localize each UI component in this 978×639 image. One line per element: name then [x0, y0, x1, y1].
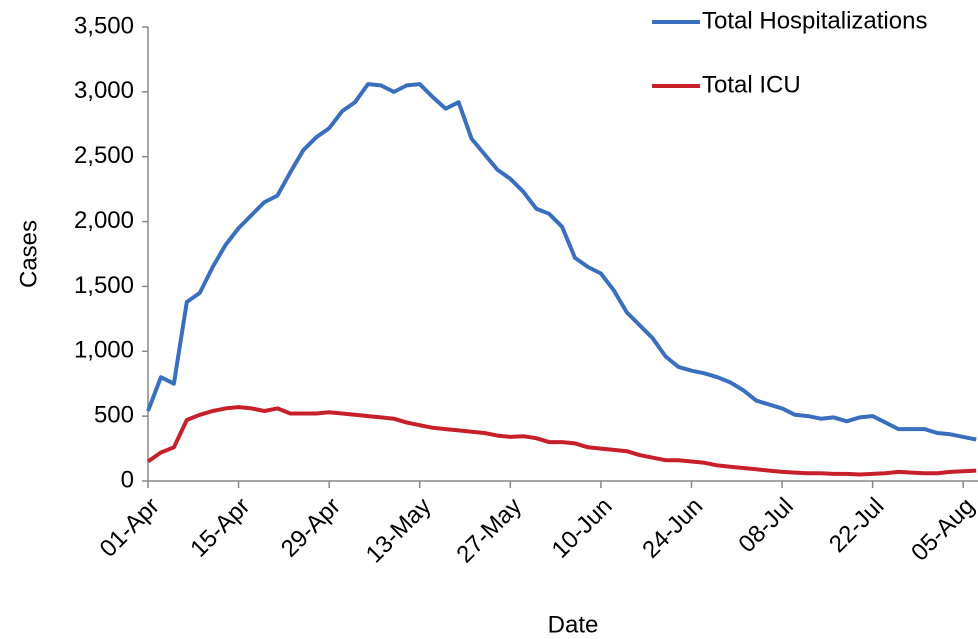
x-tick-label: 15-Apr — [185, 493, 255, 563]
y-tick-label: 2,500 — [74, 142, 134, 169]
x-tick-label: 01-Apr — [95, 493, 165, 563]
x-tick-label: 08-Jul — [733, 493, 798, 558]
x-tick-label: 27-May — [451, 493, 527, 569]
y-tick-label: 2,000 — [74, 207, 134, 234]
x-tick-label: 22-Jul — [824, 493, 889, 558]
y-tick-label: 1,500 — [74, 272, 134, 299]
y-tick-label: 1,000 — [74, 337, 134, 364]
x-axis-label: Date — [548, 611, 599, 638]
y-tick-label: 3,000 — [74, 77, 134, 104]
legend-label: Total ICU — [702, 71, 801, 98]
x-tick-label: 29-Apr — [276, 493, 346, 563]
y-axis-label: Cases — [15, 220, 42, 288]
series-line — [146, 405, 977, 477]
y-tick-label: 3,500 — [74, 12, 134, 39]
legend-label: Total Hospitalizations — [702, 7, 927, 34]
y-tick-label: 0 — [121, 466, 134, 493]
y-tick-label: 500 — [94, 401, 134, 428]
x-tick-label: 24-Jun — [637, 493, 708, 564]
x-tick-label: 05-Aug — [906, 493, 978, 567]
series-line — [146, 82, 977, 442]
x-tick-label: 10-Jun — [547, 493, 618, 564]
x-tick-label: 13-May — [361, 493, 437, 569]
